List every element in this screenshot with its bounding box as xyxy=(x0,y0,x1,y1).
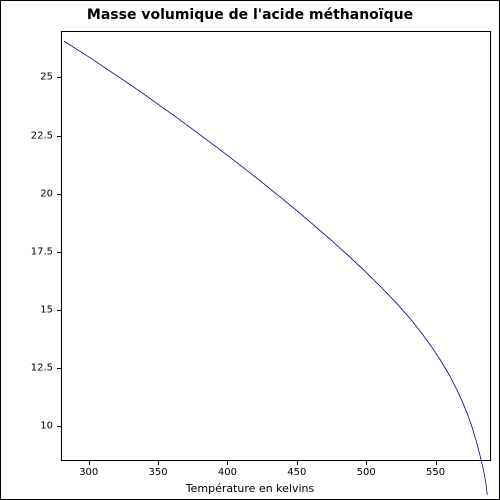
xtick-label: 300 xyxy=(79,467,98,478)
xtick-mark xyxy=(227,461,228,465)
ytick-mark xyxy=(57,368,61,369)
x-axis-label: Température en kelvins xyxy=(1,482,499,495)
xtick-mark xyxy=(436,461,437,465)
ytick-mark xyxy=(57,136,61,137)
xtick-label: 550 xyxy=(426,467,445,478)
ytick-mark xyxy=(57,77,61,78)
ytick-mark xyxy=(57,194,61,195)
ytick-mark xyxy=(57,426,61,427)
ytick-label: 10 xyxy=(40,421,53,432)
ytick-label: 25 xyxy=(40,72,53,83)
ytick-label: 17.5 xyxy=(31,246,53,257)
ytick-label: 22.5 xyxy=(31,130,53,141)
chart-title: Masse volumique de l'acide méthanoïque xyxy=(1,7,499,23)
plot-area xyxy=(61,31,491,461)
xtick-mark xyxy=(89,461,90,465)
xtick-mark xyxy=(297,461,298,465)
series-density xyxy=(64,41,487,494)
plot-svg xyxy=(62,32,490,460)
ytick-mark xyxy=(57,252,61,253)
ytick-label: 20 xyxy=(40,188,53,199)
figure-frame: Masse volumique de l'acide méthanoïque M… xyxy=(0,0,500,500)
ytick-label: 15 xyxy=(40,304,53,315)
ytick-mark xyxy=(57,310,61,311)
xtick-label: 350 xyxy=(149,467,168,478)
xtick-label: 400 xyxy=(218,467,237,478)
xtick-label: 450 xyxy=(287,467,306,478)
ytick-label: 12.5 xyxy=(31,363,53,374)
xtick-mark xyxy=(366,461,367,465)
xtick-label: 500 xyxy=(357,467,376,478)
xtick-mark xyxy=(158,461,159,465)
